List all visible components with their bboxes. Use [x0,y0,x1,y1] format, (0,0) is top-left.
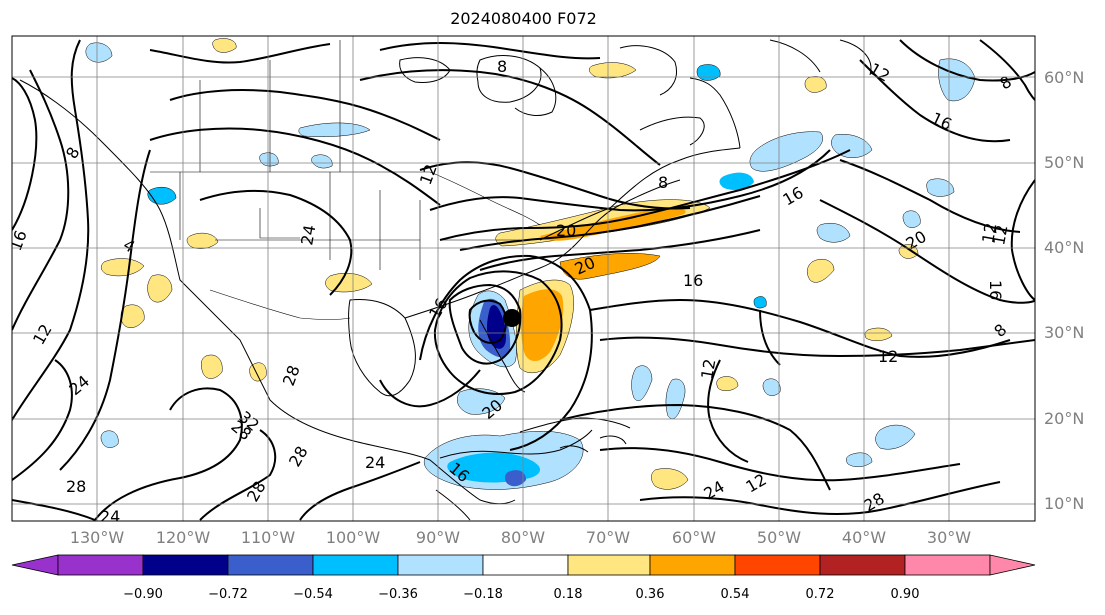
colorbar [11,554,1036,576]
contour-label: 8 [497,57,507,76]
lon-label: 50°W [756,528,802,547]
colorbar-tick-label: −0.36 [378,587,418,602]
lon-label: 80°W [500,528,546,547]
lat-label: 10°N [1044,494,1085,513]
colorbar-tick-label: 0.18 [553,587,583,602]
colorbar-segment [819,554,906,576]
colorbar-tick-label: 0.90 [890,587,920,602]
map-area: 8 8 12 16 16 12 16 20 20 20 16 16 12 8 1… [6,36,1035,526]
coastlines [19,39,872,521]
contour-label: 16 [780,183,807,210]
contour-label: 12 [978,221,1000,244]
lon-label: 120°W [155,528,211,547]
lat-label: 50°N [1044,153,1085,172]
colorbar-segment [904,554,991,576]
colorbar-segment [734,554,821,576]
contour-label: 12 [697,357,719,380]
contour-label: 28 [285,443,312,470]
contour-label: 24 [365,453,385,472]
contour-label: 8 [658,173,668,192]
colorbar-tick-label: −0.18 [463,587,503,602]
shading-layer [85,38,976,490]
map-title: 2024080400 F072 [450,9,597,28]
contour-label: 16 [986,280,1005,300]
colorbar-segment [482,554,569,576]
contour-label: 12 [989,223,1011,246]
contour-label: 16 [928,108,954,134]
lon-label: 40°W [841,528,887,547]
map-frame [11,35,1036,522]
colorbar-tick-label: −0.72 [208,587,248,602]
lat-label: 40°N [1044,238,1085,257]
contour-label: 28 [243,478,270,505]
borders [150,40,541,320]
contour-label: 24 [297,223,319,246]
graticule [12,36,1035,521]
contour-label: 28 [66,477,86,496]
lon-label: 30°W [926,528,972,547]
colorbar-segment [57,554,144,576]
contour-label: 24 [65,371,93,399]
lon-label: 70°W [585,528,631,547]
contour-label: 4 [120,235,138,257]
contour-label: 16 [6,228,31,254]
colorbar-segment [397,554,484,576]
contour-label: 20 [556,221,576,240]
contour-label: 24 [100,507,120,526]
colorbar-tick-label: 0.54 [720,587,750,602]
contour-label: 12 [878,347,898,366]
colorbar-extend-low [11,554,59,576]
contour-label: 16 [683,271,703,290]
lon-label: 100°W [325,528,381,547]
colorbar-segment [649,554,736,576]
contour-label: 8 [997,72,1015,94]
colorbar-extend-high [989,554,1036,576]
contour-label: 8 [990,320,1010,341]
colorbar-tick-label: −0.54 [293,587,333,602]
lat-label: 20°N [1044,409,1085,428]
contour-label: 12 [29,321,56,348]
lon-label: 130°W [69,528,125,547]
contour-label: 28 [279,363,304,389]
colorbar-tick-label: 0.36 [635,587,665,602]
lon-label: 90°W [415,528,461,547]
storm-center-marker [503,309,521,327]
lon-label: 60°W [671,528,717,547]
contour-lines [12,39,1035,521]
lon-label: 110°W [240,528,296,547]
colorbar-tick-label: −0.90 [123,587,163,602]
colorbar-tick-label: 0.72 [805,587,835,602]
colorbar-segment [227,554,314,576]
colorbar-segment [142,554,229,576]
colorbar-segment [567,554,651,576]
lat-label: 30°N [1044,323,1085,342]
colorbar-segment [312,554,399,576]
lat-label: 60°N [1044,68,1085,87]
